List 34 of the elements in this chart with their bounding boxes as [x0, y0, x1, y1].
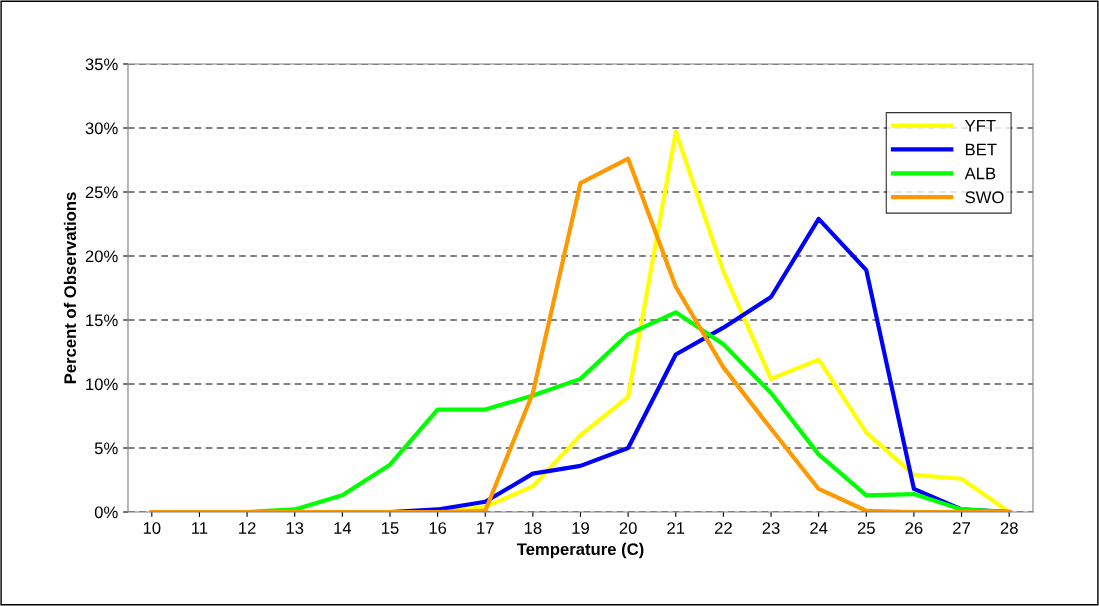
x-tick-label: 14: [334, 522, 352, 534]
y-tick-label: 5%: [94, 442, 118, 455]
x-axis-title: Temperature (C): [516, 542, 644, 559]
x-tick-label: 11: [192, 522, 208, 534]
y-axis-title: Percent of Observations: [63, 192, 77, 384]
x-tick-label: 23: [762, 522, 780, 534]
x-tick-label: 10: [143, 522, 161, 534]
x-tick-label: 13: [286, 522, 304, 534]
y-tick-label: 0%: [94, 506, 118, 519]
x-tick-label: 12: [239, 522, 256, 534]
legend-label: ALB: [964, 167, 996, 180]
y-tick-label: 15%: [86, 314, 118, 327]
x-tick-label: 26: [905, 522, 923, 534]
x-tick-label: 15: [381, 522, 399, 534]
y-tick-label: 20%: [85, 250, 118, 263]
x-tick-label: 16: [429, 522, 447, 534]
legend-label: SWO: [965, 191, 1004, 204]
y-tick-label: 10%: [86, 378, 118, 391]
x-tick-label: 22: [714, 522, 732, 534]
x-tick-label: 18: [524, 522, 542, 534]
legend-label: BET: [965, 143, 997, 156]
x-tick-label: 24: [810, 522, 828, 534]
x-tick-label: 27: [953, 522, 970, 534]
y-tick-label: 30%: [85, 122, 118, 135]
x-tick-label: 19: [572, 522, 589, 534]
x-tick-label: 25: [857, 522, 875, 534]
x-tick-label: 21: [667, 522, 685, 534]
y-tick-label: 25%: [85, 186, 118, 199]
x-tick-label: 17: [477, 522, 494, 534]
line-series: [149, 156, 1012, 512]
x-tick-label: 20: [619, 522, 637, 534]
legend-label: YFT: [964, 119, 996, 132]
y-tick-label: 35%: [85, 58, 118, 71]
x-tick-label: 28: [1000, 522, 1018, 534]
